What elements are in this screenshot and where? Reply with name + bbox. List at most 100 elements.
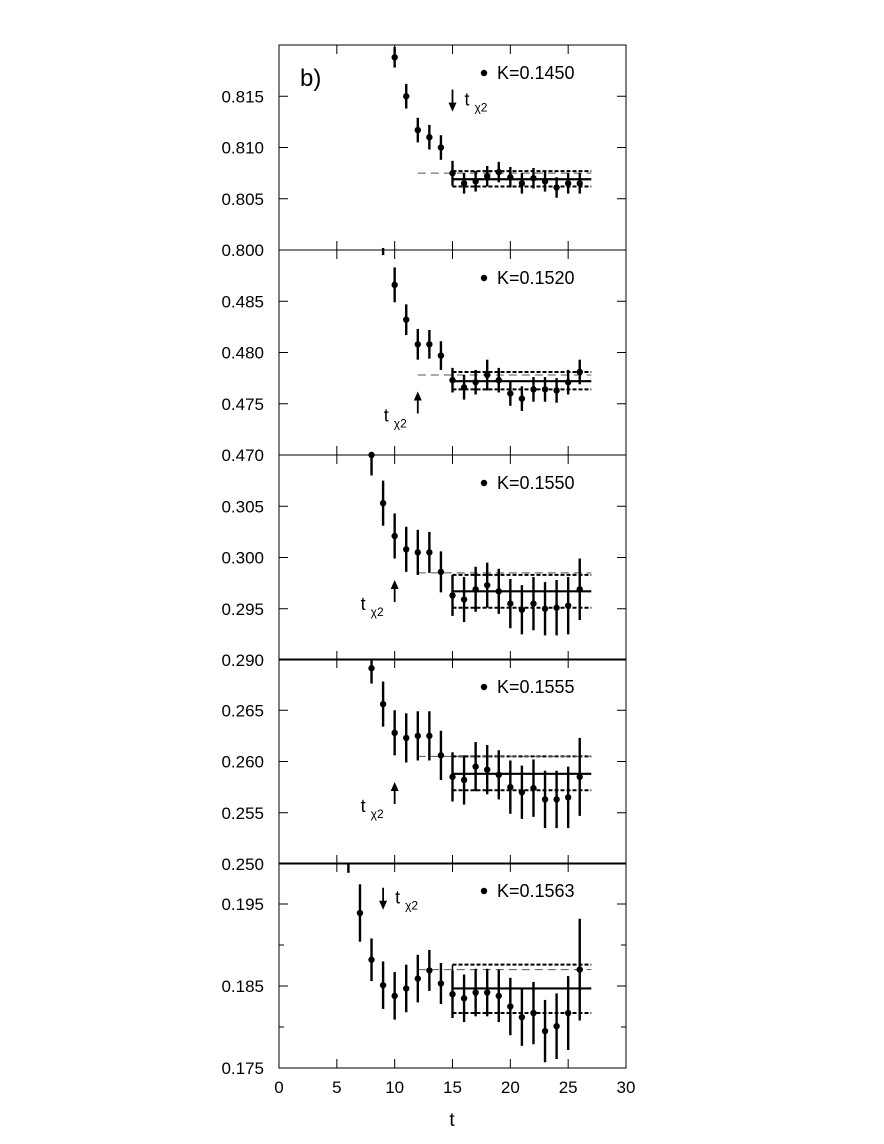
data-point [541, 386, 549, 393]
data-point [541, 178, 549, 185]
data-point [553, 604, 560, 611]
data-point [541, 796, 549, 803]
data-point [460, 776, 468, 784]
data-point [356, 909, 364, 917]
tchi2-subscript: χ2 [405, 899, 418, 913]
x-tick-label: 30 [617, 1078, 636, 1097]
y-tick-label: 0.485 [221, 292, 264, 311]
data-point [495, 992, 502, 1000]
data-point [391, 729, 398, 736]
data-point [426, 549, 433, 556]
tchi2-arrow-head [448, 102, 457, 112]
data-point [449, 592, 456, 599]
x-tick-label: 5 [332, 1078, 341, 1097]
tchi2-subscript: χ2 [371, 807, 384, 821]
data-point [368, 451, 375, 459]
data-point [379, 700, 387, 708]
data-point [495, 376, 502, 384]
data-point [414, 975, 421, 982]
y-tick-label: 0.255 [221, 804, 264, 823]
data-point [576, 586, 583, 593]
data-point [518, 789, 526, 796]
y-tick-label: 0.295 [221, 600, 264, 619]
data-point [553, 387, 560, 394]
panel-3: 0.290 0.295 0.300 0.305 K=0.1550 t χ2 [221, 451, 627, 670]
panel-label: b) [300, 65, 321, 92]
data-point [576, 180, 583, 187]
data-point [564, 602, 572, 609]
data-point [403, 985, 410, 992]
y-tick-label: 0.300 [221, 549, 264, 568]
data-point [507, 783, 514, 791]
tchi2-subscript: χ2 [371, 605, 384, 619]
data-point [368, 665, 375, 672]
data-point [553, 796, 560, 803]
data-point [507, 174, 514, 181]
data-point [530, 1009, 537, 1017]
data-point [518, 395, 526, 402]
tchi2-label: t [384, 405, 389, 425]
data-point [484, 371, 491, 379]
data-point [495, 771, 502, 779]
tchi2-subscript: χ2 [475, 101, 488, 115]
x-axis-label: t [449, 1110, 455, 1131]
data-point [414, 732, 421, 740]
y-tick-label: 0.260 [221, 753, 264, 772]
panel-2: 0.470 0.475 0.480 0.485 K=0.1520 t χ2 [221, 249, 627, 465]
y-tick-label: 0.480 [221, 344, 264, 363]
data-point [391, 532, 398, 540]
legend-marker [480, 274, 488, 282]
data-point [507, 1003, 514, 1010]
panel-4: 0.250 0.255 0.260 0.265 K=0.1555 t χ2 [221, 658, 627, 874]
data-point [564, 794, 572, 801]
data-point [541, 1027, 549, 1035]
tchi2-subscript: χ2 [394, 416, 407, 430]
data-point [391, 54, 398, 61]
y-tick-label: 0.470 [221, 446, 264, 465]
y-tick-label: 0.175 [221, 1059, 264, 1078]
data-point [437, 752, 445, 759]
data-point [484, 989, 491, 996]
data-point [437, 568, 445, 576]
data-point [472, 586, 479, 593]
x-tick-label: 10 [385, 1078, 404, 1097]
x-tick-label: 0 [274, 1078, 283, 1097]
data-point [472, 379, 479, 386]
legend-marker [480, 479, 488, 487]
x-tick-label: 15 [443, 1078, 462, 1097]
data-point [460, 995, 468, 1002]
data-point [576, 966, 583, 973]
y-tick-label: 0.475 [221, 395, 264, 414]
data-point [426, 341, 433, 348]
data-point [403, 546, 410, 553]
legend-label: K=0.1563 [497, 881, 575, 901]
data-point [437, 352, 445, 359]
data-point [426, 967, 433, 974]
data-point [541, 605, 549, 612]
legend-label: K=0.1520 [497, 268, 575, 288]
data-point [449, 991, 456, 998]
data-point [530, 600, 537, 607]
legend-label: K=0.1450 [497, 63, 575, 83]
y-tick-label: 0.250 [221, 855, 264, 874]
legend-label: K=0.1550 [497, 473, 575, 493]
data-point [553, 1022, 560, 1030]
legend-marker [480, 683, 488, 691]
y-tick-label: 0.265 [221, 701, 264, 720]
data-point [507, 600, 514, 607]
data-point [460, 384, 468, 391]
data-point [403, 734, 410, 742]
data-point [414, 549, 421, 556]
legend-marker [480, 69, 488, 77]
data-point [414, 126, 421, 134]
data-point [495, 168, 502, 176]
data-point [564, 1009, 572, 1017]
data-point [530, 386, 537, 393]
data-point [530, 175, 537, 182]
tchi2-arrow-head [379, 900, 388, 910]
data-point [379, 981, 387, 989]
data-point [576, 368, 583, 376]
data-point [484, 581, 491, 589]
data-point [472, 178, 479, 185]
